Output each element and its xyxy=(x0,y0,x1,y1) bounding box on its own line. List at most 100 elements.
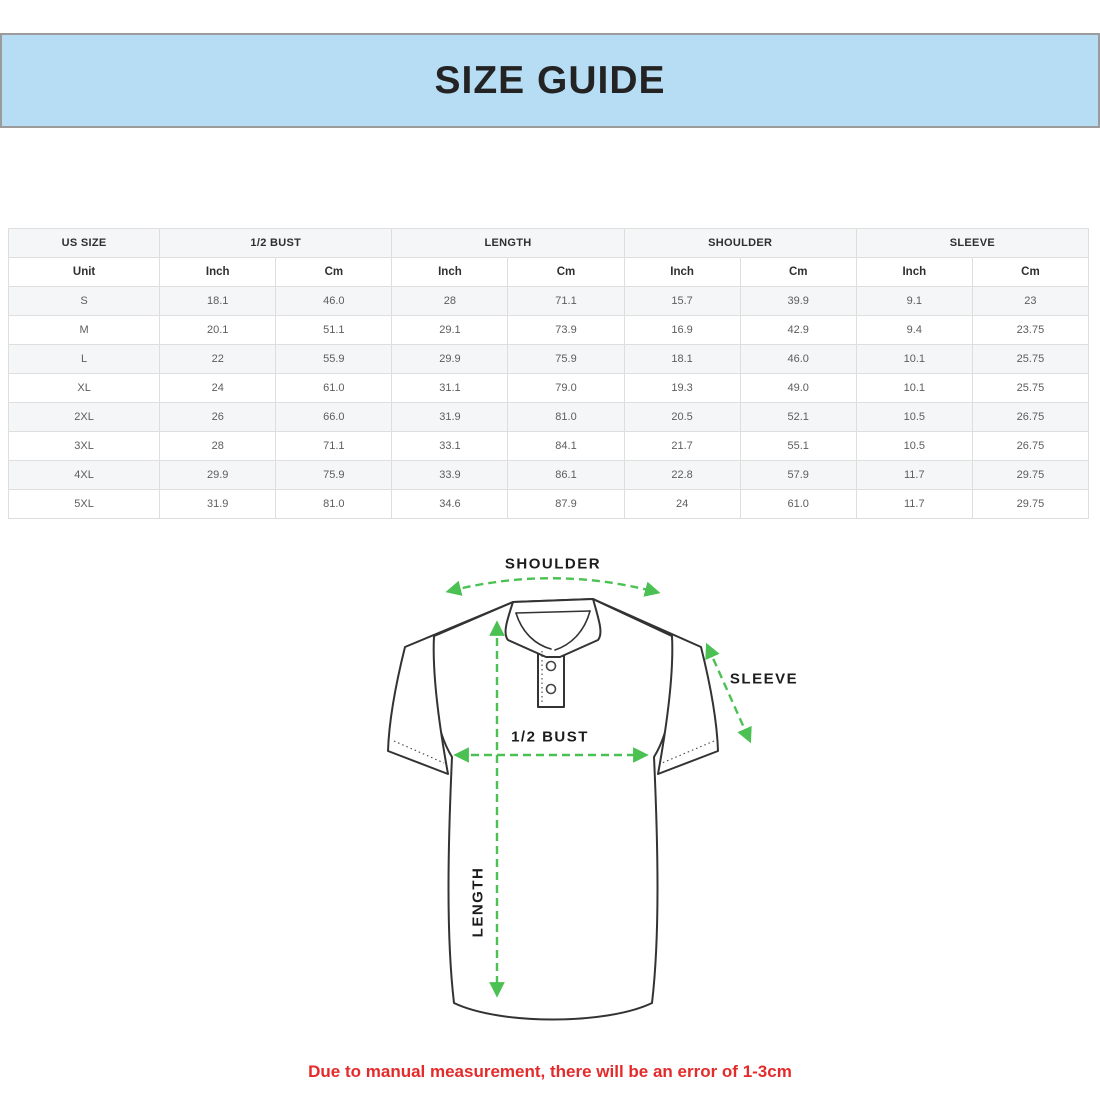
column-group-header: LENGTH xyxy=(391,228,625,258)
measurement-cell: 75.9 xyxy=(275,460,393,490)
table-row: 4XL 29.9 75.9 33.9 86.1 22.8 57.9 11.7 29.75 xyxy=(7,460,1090,490)
unit-header-cell: Cm xyxy=(739,257,857,287)
measurement-cell: 23.75 xyxy=(971,315,1090,345)
measurement-cell: 42.9 xyxy=(739,315,857,345)
measurement-cell: 24 xyxy=(159,373,277,403)
measurement-cell: 61.0 xyxy=(739,489,857,519)
measurement-cell: 33.1 xyxy=(391,431,509,461)
size-label-cell: 5XL xyxy=(7,489,161,519)
measurement-cell: 87.9 xyxy=(507,489,625,519)
measurement-cell: 15.7 xyxy=(623,286,741,316)
unit-header-cell: Inch xyxy=(159,257,277,287)
column-group-header: SLEEVE xyxy=(855,228,1090,258)
measurement-cell: 61.0 xyxy=(275,373,393,403)
measurement-cell: 18.1 xyxy=(159,286,277,316)
table-row: 3XL 28 71.1 33.1 84.1 21.7 55.1 10.5 26.75 xyxy=(7,431,1090,461)
measurement-cell: 10.1 xyxy=(855,373,973,403)
measurement-cell: 33.9 xyxy=(391,460,509,490)
size-label-cell: 3XL xyxy=(7,431,161,461)
size-label-cell: 2XL xyxy=(7,402,161,432)
measurement-cell: 9.4 xyxy=(855,315,973,345)
measurement-cell: 23 xyxy=(971,286,1090,316)
half-bust-label: 1/2 BUST xyxy=(511,728,589,746)
measurement-cell: 81.0 xyxy=(275,489,393,519)
measurement-diagram: SHOULDER SLEEVE 1/2 BUST LENGTH xyxy=(370,545,810,1045)
measurement-cell: 39.9 xyxy=(739,286,857,316)
table-row: S 18.1 46.0 28 71.1 15.7 39.9 9.1 23 xyxy=(7,286,1090,316)
measurement-cell: 22 xyxy=(159,344,277,374)
measurement-cell: 71.1 xyxy=(507,286,625,316)
measurement-cell: 31.9 xyxy=(159,489,277,519)
size-table-container: US SIZE 1/2 BUST LENGTH SHOULDER SLEEVE Unit I… xyxy=(7,228,1090,519)
measurement-cell: 20.1 xyxy=(159,315,277,345)
measurement-cell: 26.75 xyxy=(971,431,1090,461)
measurement-cell: 73.9 xyxy=(507,315,625,345)
measurement-cell: 46.0 xyxy=(275,286,393,316)
measurement-cell: 26 xyxy=(159,402,277,432)
column-group-header: 1/2 BUST xyxy=(159,228,393,258)
unit-header-cell: Cm xyxy=(275,257,393,287)
column-group-header: SHOULDER xyxy=(623,228,857,258)
measurement-cell: 57.9 xyxy=(739,460,857,490)
measurement-cell: 84.1 xyxy=(507,431,625,461)
measurement-cell: 29.75 xyxy=(971,489,1090,519)
shoulder-measure-arrow xyxy=(445,577,661,597)
measurement-cell: 10.5 xyxy=(855,402,973,432)
measurement-cell: 34.6 xyxy=(391,489,509,519)
table-row: 2XL 26 66.0 31.9 81.0 20.5 52.1 10.5 26.75 xyxy=(7,402,1090,432)
table-row: 5XL 31.9 81.0 34.6 87.9 24 61.0 11.7 29.75 xyxy=(7,489,1090,519)
measurement-cell: 28 xyxy=(391,286,509,316)
measurement-cell: 55.9 xyxy=(275,344,393,374)
measurement-cell: 21.7 xyxy=(623,431,741,461)
measurement-cell: 25.75 xyxy=(971,373,1090,403)
measurement-cell: 51.1 xyxy=(275,315,393,345)
polo-shirt-diagram xyxy=(387,577,752,1021)
measurement-cell: 46.0 xyxy=(739,344,857,374)
measurement-cell: 81.0 xyxy=(507,402,625,432)
measurement-cell: 55.1 xyxy=(739,431,857,461)
measurement-cell: 18.1 xyxy=(623,344,741,374)
size-label-cell: S xyxy=(7,286,161,316)
unit-header-cell: Inch xyxy=(855,257,973,287)
sleeve-label: SLEEVE xyxy=(729,670,799,688)
unit-header-cell: Inch xyxy=(391,257,509,287)
size-label-cell: L xyxy=(7,344,161,374)
measurement-cell: 71.1 xyxy=(275,431,393,461)
measurement-cell: 11.7 xyxy=(855,460,973,490)
size-label-cell: M xyxy=(7,315,161,345)
measurement-cell: 22.8 xyxy=(623,460,741,490)
measurement-cell: 10.1 xyxy=(855,344,973,374)
size-label-cell: 4XL xyxy=(7,460,161,490)
measurement-cell: 49.0 xyxy=(739,373,857,403)
size-label-cell: XL xyxy=(7,373,161,403)
shirt-button xyxy=(545,683,557,695)
column-group-header: US SIZE xyxy=(7,228,161,258)
measurement-cell: 28 xyxy=(159,431,277,461)
sleeve-measure-arrow xyxy=(705,642,752,744)
measurement-cell: 29.75 xyxy=(971,460,1090,490)
unit-header-cell: Cm xyxy=(507,257,625,287)
measurement-cell: 29.9 xyxy=(391,344,509,374)
size-table: US SIZE 1/2 BUST LENGTH SHOULDER SLEEVE Unit I… xyxy=(7,228,1090,519)
table-row: L 22 55.9 29.9 75.9 18.1 46.0 10.1 25.75 xyxy=(7,344,1090,374)
measurement-cell: 66.0 xyxy=(275,402,393,432)
length-label: LENGTH xyxy=(469,866,487,938)
measurement-cell: 20.5 xyxy=(623,402,741,432)
shirt-left-sleeve xyxy=(387,601,514,775)
measurement-cell: 19.3 xyxy=(623,373,741,403)
shirt-button xyxy=(545,660,557,672)
measurement-cell: 25.75 xyxy=(971,344,1090,374)
page-title: SIZE GUIDE xyxy=(434,58,666,102)
unit-header-cell: Unit xyxy=(7,257,161,287)
unit-header-cell: Inch xyxy=(623,257,741,287)
measurement-cell: 26.75 xyxy=(971,402,1090,432)
measurement-cell: 16.9 xyxy=(623,315,741,345)
measurement-disclaimer: Due to manual measurement, there will be… xyxy=(308,1062,792,1081)
measurement-cell: 29.9 xyxy=(159,460,277,490)
size-guide-banner: SIZE GUIDE xyxy=(0,33,1100,128)
measurement-cell: 75.9 xyxy=(507,344,625,374)
table-row: XL 24 61.0 31.1 79.0 19.3 49.0 10.1 25.75 xyxy=(7,373,1090,403)
shirt-collar xyxy=(504,598,602,658)
measurement-cell: 29.1 xyxy=(391,315,509,345)
measurement-cell: 10.5 xyxy=(855,431,973,461)
